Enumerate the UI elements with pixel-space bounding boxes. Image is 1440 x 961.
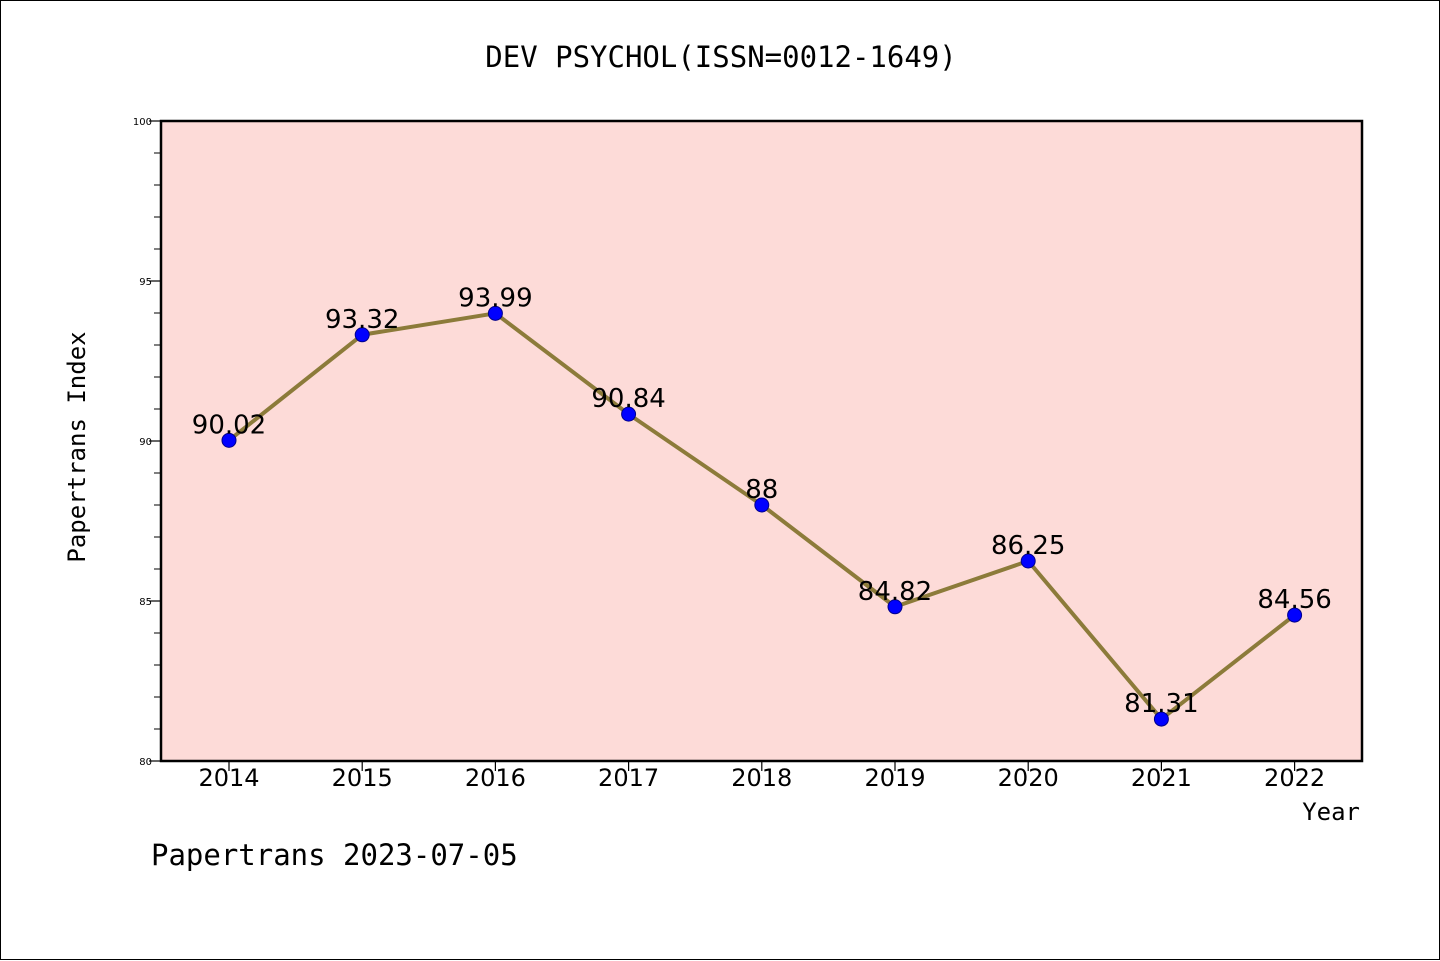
data-label: 84.82 [858,577,932,607]
data-point [621,406,637,422]
chart-title: DEV PSYCHOL(ISSN=0012-1649) [485,40,956,74]
data-point [221,432,237,448]
data-point [754,497,770,513]
y-tick-label: 100 [133,117,152,128]
data-point [1287,607,1303,623]
data-label: 84.56 [1257,585,1331,615]
x-tick-label: 2021 [1131,764,1192,792]
data-point [487,305,503,321]
data-point [1153,711,1169,727]
data-labels: 90.02 93.32 93.99 90.84 88 84.82 86.25 81.31 84.… [192,283,1332,719]
x-tick-label: 2018 [731,764,792,792]
y-tick-label: 85 [139,597,152,608]
x-axis-label: Year [1302,798,1360,826]
y-tick-label: 90 [139,437,152,448]
data-point [354,327,370,343]
x-tick-labels: 2014 2015 2016 2017 2018 2019 2020 2021 2022 [198,764,1325,792]
y-tick-labels: 80 85 90 95 100 [133,117,152,768]
data-point [1020,553,1036,569]
data-markers [221,305,1303,727]
footer-credit: Papertrans 2023-07-05 [151,838,518,872]
plot-frame [159,119,1364,763]
y-tick-label: 80 [139,757,152,768]
x-tick-label: 2015 [332,764,393,792]
data-label: 90.84 [591,384,665,414]
y-axis-label: Papertrans Index [63,331,91,562]
data-label: 93.99 [458,283,532,313]
y-tick-label: 95 [139,277,152,288]
data-label: 86.25 [991,531,1065,561]
data-label: 88 [745,475,778,505]
x-ticks [228,761,1296,771]
plot-area [161,121,1362,761]
x-tick-label: 2019 [864,764,925,792]
data-point [887,599,903,615]
data-label: 81.31 [1124,689,1198,719]
data-label: 90.02 [192,410,266,440]
data-label: 93.32 [325,305,399,335]
x-tick-label: 2020 [998,764,1059,792]
x-tick-label: 2014 [198,764,259,792]
x-tick-label: 2016 [465,764,526,792]
x-tick-label: 2017 [598,764,659,792]
y-major-ticks [149,120,161,762]
x-tick-label: 2022 [1264,764,1325,792]
